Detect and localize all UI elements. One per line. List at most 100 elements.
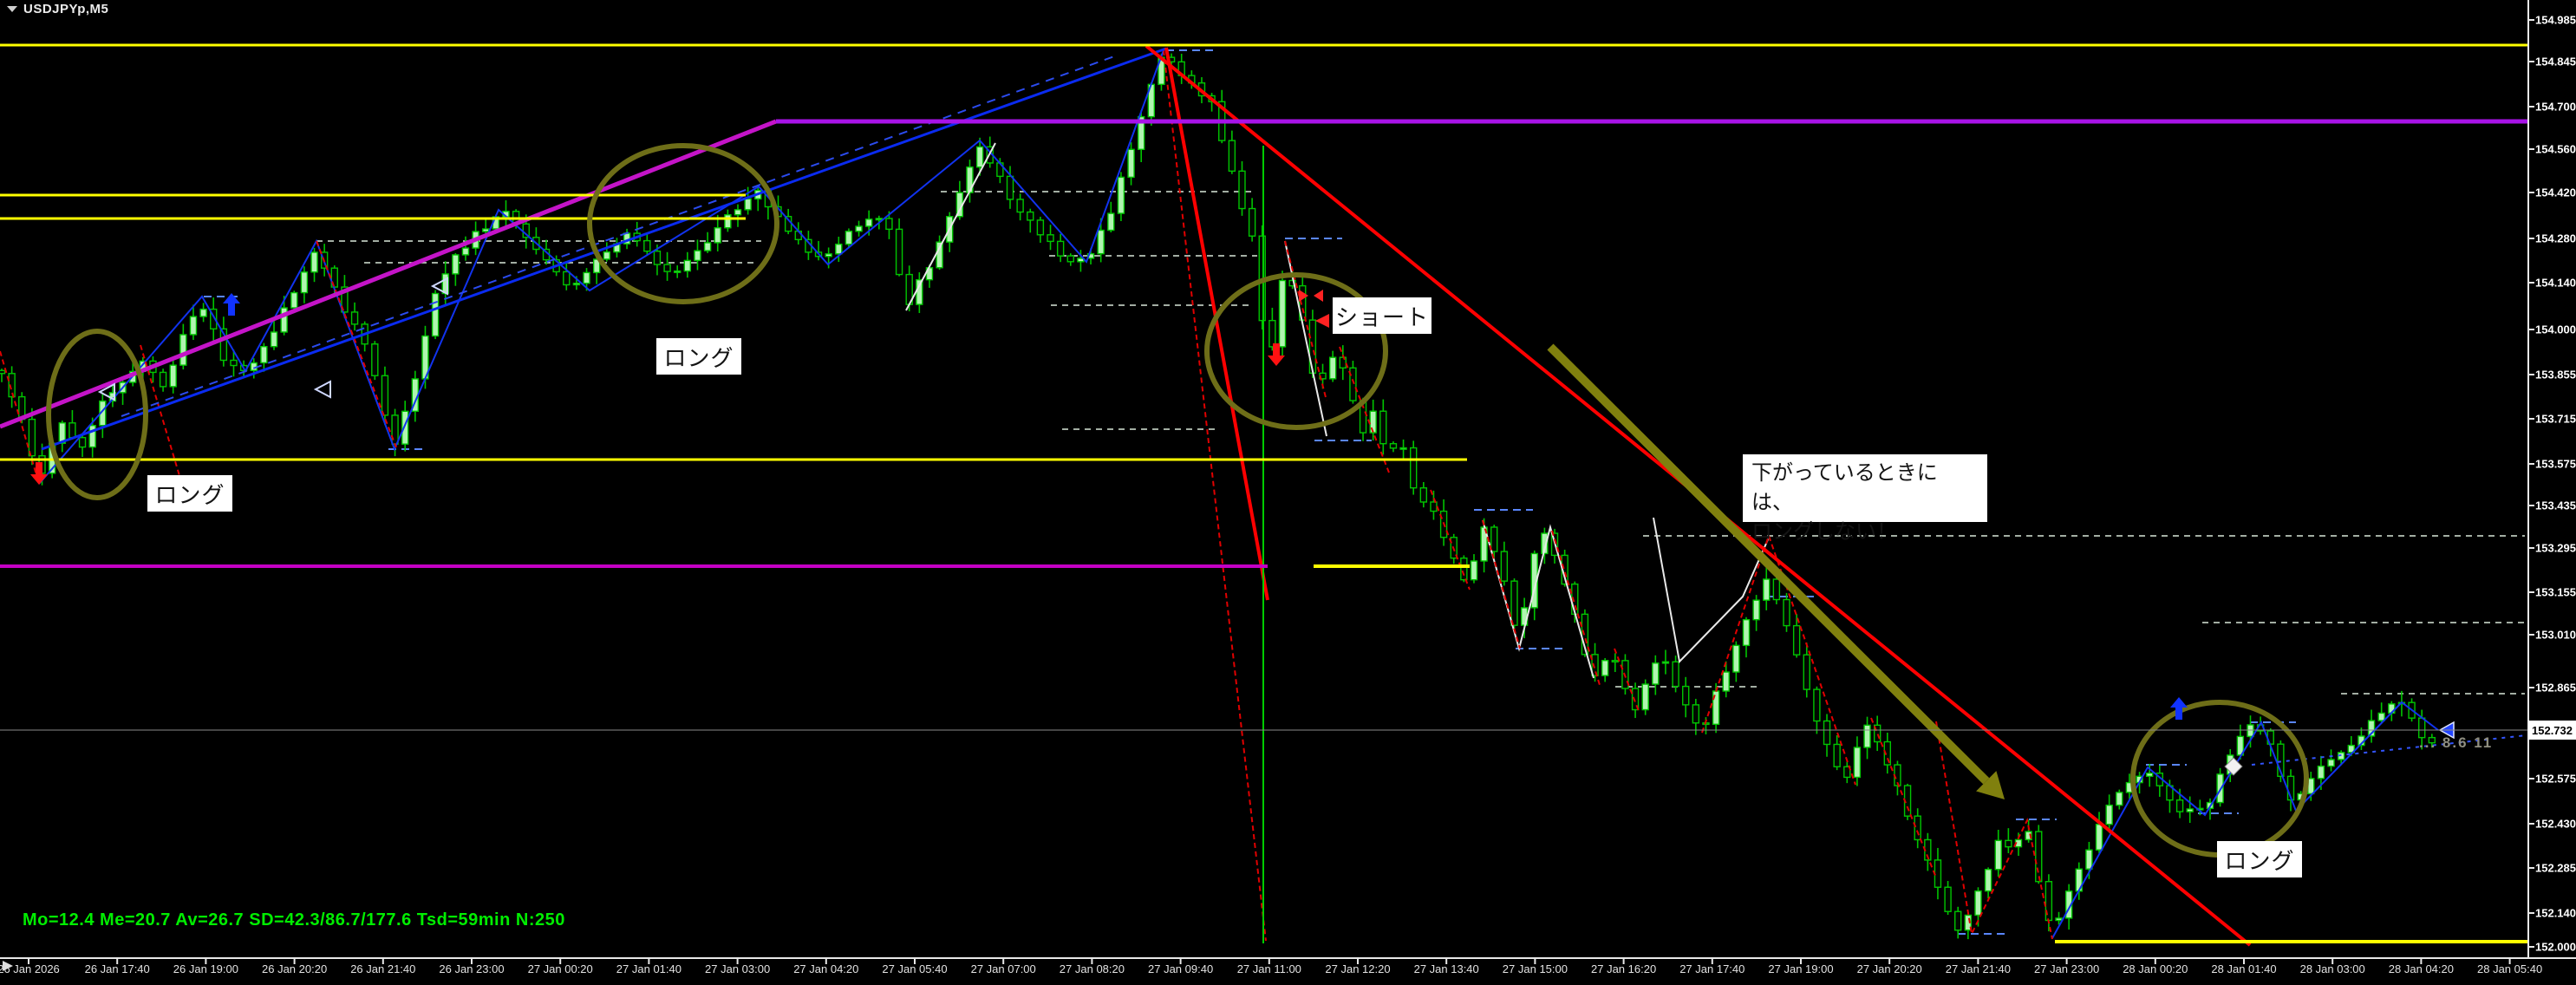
candle-body: [431, 292, 440, 337]
candle-body: [1490, 526, 1498, 552]
candle-body: [845, 231, 853, 245]
candle-body: [1036, 219, 1045, 236]
red-zigzag-2[interactable]: [140, 344, 181, 479]
candle-body: [1763, 578, 1771, 601]
blue-uptrend-dashed[interactable]: [121, 55, 1115, 417]
candle-body: [1994, 839, 2002, 871]
zigzag-lines[interactable]: [0, 49, 2527, 942]
red-downtrend-steep[interactable]: [1164, 47, 1269, 601]
red-zigzag-5[interactable]: [1284, 240, 1327, 401]
swing-dash-markers[interactable]: [204, 49, 2296, 935]
candle-body: [482, 228, 490, 232]
candle-body: [1601, 660, 1609, 676]
olive-ellipse-2[interactable]: [587, 143, 779, 304]
red-zigzag-9[interactable]: [1551, 530, 1601, 686]
open-left-triangle-icon[interactable]: [430, 277, 448, 296]
candle-body: [724, 214, 732, 229]
candle-body: [1641, 683, 1649, 711]
up-arrow-marker-icon[interactable]: [2170, 697, 2188, 720]
candle-body: [1984, 869, 1992, 892]
purple-diagonal[interactable]: [0, 119, 777, 429]
left-triangle-icon[interactable]: [1315, 314, 1329, 328]
candle-body: [1127, 148, 1135, 179]
candle-body: [2428, 736, 2436, 744]
candle-body: [663, 264, 671, 272]
candle-body: [1752, 599, 1760, 621]
olive-ellipses[interactable]: [46, 143, 2309, 858]
candle-body: [1137, 115, 1145, 151]
candle-body: [1349, 367, 1357, 401]
diamond-icon[interactable]: [2224, 757, 2243, 776]
candle-body: [1530, 552, 1538, 609]
olive-ellipse-1[interactable]: [46, 329, 148, 500]
candle-body: [975, 146, 984, 168]
candle-body: [1389, 442, 1398, 449]
candle-body: [583, 271, 590, 284]
red-zigzag-1[interactable]: [0, 350, 40, 485]
candle-body: [1883, 740, 1892, 766]
red-zigzag-8[interactable]: [1482, 519, 1521, 649]
candle-body: [1803, 654, 1810, 690]
down-arrow-marker-icon[interactable]: [1268, 343, 1285, 366]
red-zigzag-7[interactable]: [1430, 489, 1471, 590]
axis-corner-arrow-icon[interactable]: [3, 961, 13, 971]
candle-body: [1792, 624, 1801, 656]
candle-body: [270, 331, 278, 348]
olive-arrow-head[interactable]: [1976, 771, 2005, 799]
chart-markers[interactable]: [30, 277, 2455, 776]
open-left-triangle-icon[interactable]: [97, 382, 115, 401]
candle-body: [290, 291, 298, 309]
candle-body: [1783, 598, 1790, 627]
olive-arrow[interactable]: [1547, 343, 2005, 799]
blue-dashed-ray[interactable]: [2251, 734, 2527, 766]
red-zigzag-6[interactable]: [1339, 346, 1390, 473]
red-zigzag-12[interactable]: [1870, 717, 1937, 878]
red-zigzag-4[interactable]: [1163, 49, 1267, 942]
white-zigzag-2[interactable]: [1284, 240, 1327, 437]
blue-zigzag-right[interactable]: [2051, 701, 2439, 939]
bowtie-right-icon[interactable]: [1314, 290, 1323, 302]
white-zigzag-1[interactable]: [905, 142, 996, 311]
horizontal-lines[interactable]: [0, 43, 2528, 943]
red-zigzag-10[interactable]: [1614, 648, 1640, 712]
white-zigzag-3[interactable]: [1482, 519, 1595, 679]
dashed-levels[interactable]: [316, 191, 2525, 695]
candle-body: [1652, 662, 1660, 685]
red-zigzag-3[interactable]: [316, 240, 397, 448]
blue-uptrend[interactable]: [41, 47, 1167, 451]
candle-body: [1732, 644, 1740, 673]
candle-body: [2116, 792, 2123, 806]
up-arrow-marker-icon[interactable]: [223, 293, 240, 316]
candle-body: [310, 251, 318, 273]
candle-body: [1914, 815, 1921, 841]
candle-body: [2247, 724, 2254, 738]
candle-body: [674, 270, 681, 273]
candle-body: [2005, 839, 2012, 848]
candle-body: [1399, 447, 1407, 450]
candle-body: [1722, 671, 1730, 692]
candle-body: [88, 424, 96, 448]
trend-lines[interactable]: [0, 44, 2252, 947]
candle-body: [1379, 410, 1387, 445]
candle-body: [875, 218, 884, 221]
candle-body: [452, 254, 460, 275]
red-zigzag-13[interactable]: [1935, 721, 2053, 940]
candle-body: [1853, 747, 1862, 779]
red-zigzag-11[interactable]: [1701, 532, 1856, 786]
olive-ellipse-3[interactable]: [1204, 272, 1388, 430]
candle-body: [179, 334, 187, 366]
candle-body: [280, 307, 288, 333]
bowtie-left-icon[interactable]: [1299, 290, 1308, 302]
olive-arrow-shaft[interactable]: [1547, 343, 1990, 785]
down-arrow-marker-icon[interactable]: [30, 462, 48, 485]
candle-body: [2085, 849, 2093, 870]
open-left-triangle-icon[interactable]: [313, 380, 331, 399]
white-zigzag-4[interactable]: [1653, 517, 1770, 664]
blue-zigzag-left[interactable]: [38, 49, 1164, 485]
candle-body: [371, 343, 379, 376]
candle-body: [159, 371, 167, 388]
candle-body: [78, 436, 87, 448]
